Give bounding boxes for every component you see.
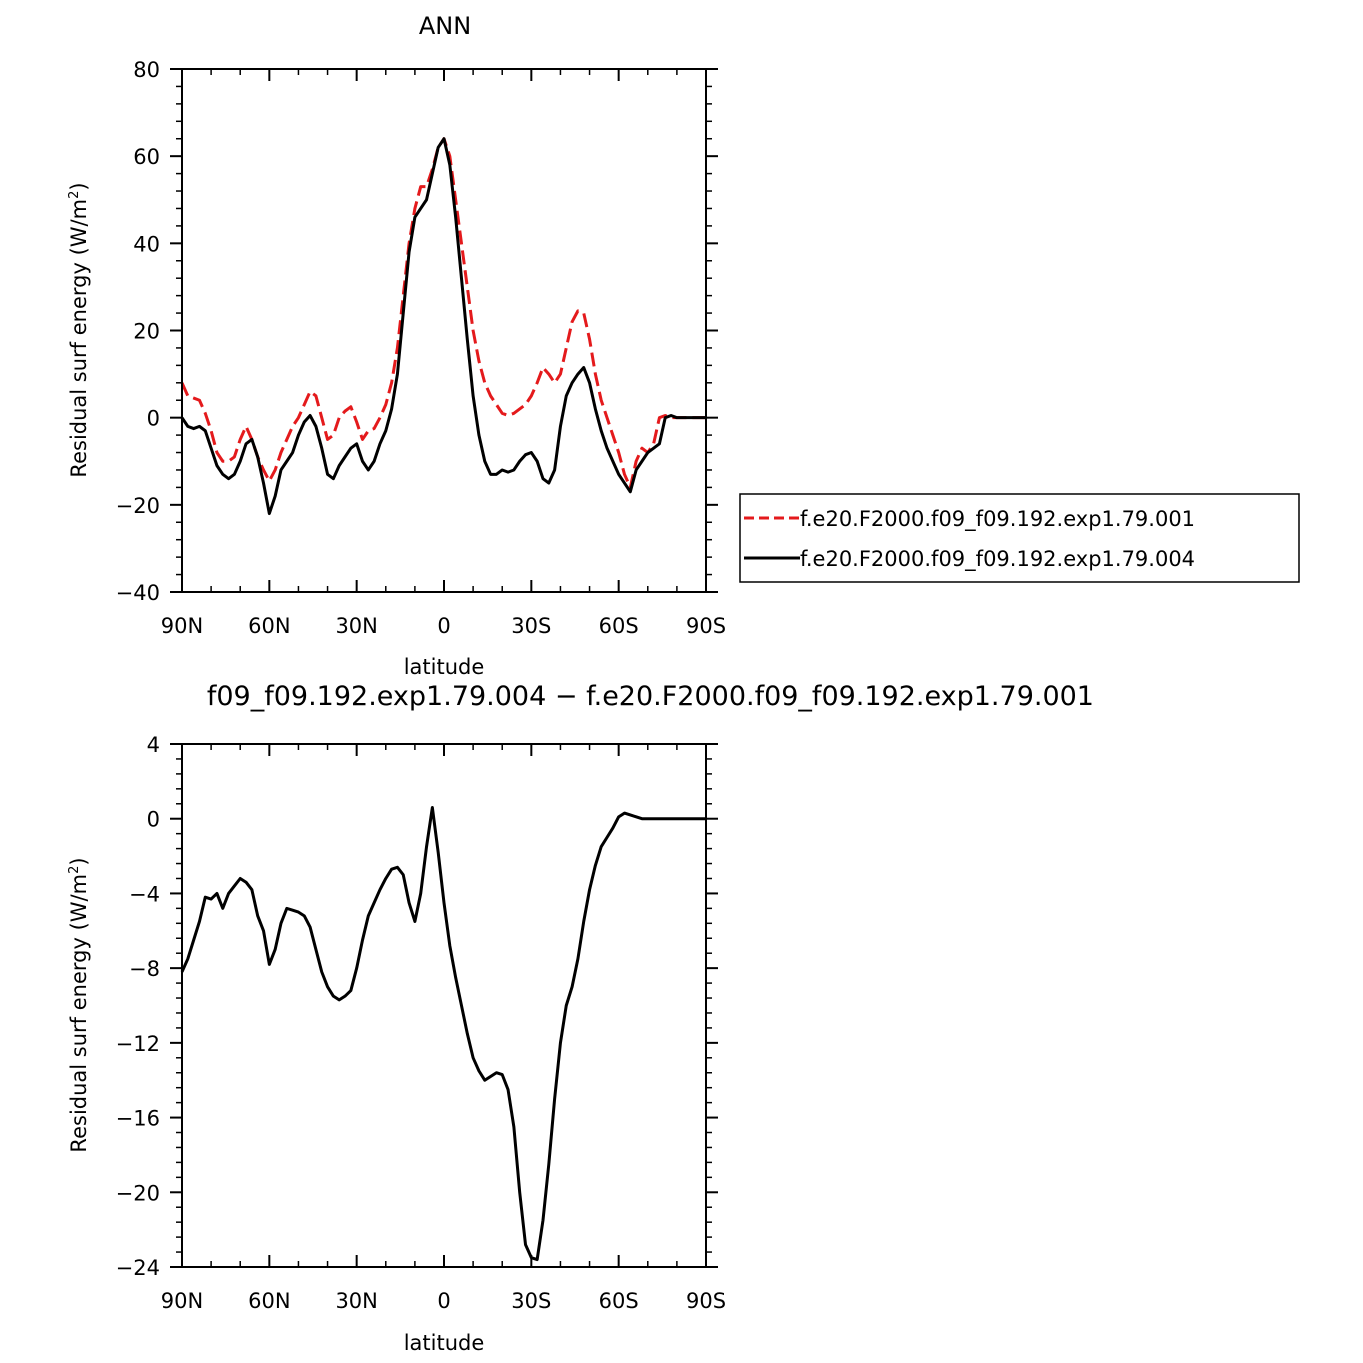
bottom-x-tick-label: 30N [335, 1289, 377, 1313]
top-y-tick-label: −20 [116, 494, 160, 518]
bottom-x-tick-label: 0 [437, 1289, 450, 1313]
top-x-tick-label: 90S [686, 614, 726, 638]
bottom-y-tick-label: −4 [129, 882, 160, 906]
top-panel: ANN 90N 60N 30N 0 30S 60S 90S −40 −20 0 20 40 60 80 l… [67, 12, 1300, 679]
bottom-y-tick-label: −8 [129, 957, 160, 981]
bottom-ticks-group: 90N 60N 30N 0 30S 60S 90S −24 −20 −16 −12 −8 −4 0 4 [116, 733, 726, 1313]
top-series-line-1 [180, 137, 706, 489]
top-chart-title: ANN [419, 12, 471, 40]
top-y-tick-label: 20 [133, 320, 160, 344]
top-y-axis-label-sup: 2 [67, 191, 82, 199]
bottom-x-tick-label: 90N [161, 1289, 203, 1313]
top-y-tick-label: 80 [133, 58, 160, 82]
bottom-chart-title: f09_f09.192.exp1.79.004 − f.e20.F2000.f0… [207, 681, 1094, 712]
bottom-x-axis-label: latitude [404, 1331, 485, 1355]
top-y-tick-label: 0 [147, 407, 160, 431]
bottom-y-tick-label: −12 [116, 1032, 160, 1056]
top-x-tick-label: 30N [335, 614, 377, 638]
top-series-group [180, 137, 706, 516]
top-series-line-2 [180, 137, 706, 516]
bottom-plot-frame [181, 743, 707, 1268]
top-x-tick-label: 30S [511, 614, 551, 638]
bottom-y-tick-label: −20 [116, 1181, 160, 1205]
bottom-x-tick-label: 90S [686, 1289, 726, 1313]
top-y-tick-label: 40 [133, 232, 160, 256]
legend-label-series-2: f.e20.F2000.f09_f09.192.exp1.79.004 [800, 547, 1195, 572]
bottom-y-axis-label-main: Residual surf energy (W/m [67, 874, 91, 1153]
bottom-y-tick-label: 0 [147, 808, 160, 832]
top-x-tick-label: 60S [599, 614, 639, 638]
top-x-tick-label: 60N [248, 614, 290, 638]
legend-box [739, 493, 1300, 583]
legend: f.e20.F2000.f09_f09.192.exp1.79.001 f.e2… [739, 493, 1300, 583]
top-ticks-group: 90N 60N 30N 0 30S 60S 90S −40 −20 0 20 40 60 80 [116, 58, 726, 638]
top-y-axis-label-end: ) [67, 182, 91, 190]
legend-label-series-1: f.e20.F2000.f09_f09.192.exp1.79.001 [800, 507, 1195, 532]
bottom-y-axis-label-sup: 2 [67, 866, 82, 874]
bottom-x-tick-label: 60N [248, 1289, 290, 1313]
bottom-panel: f09_f09.192.exp1.79.004 − f.e20.F2000.f0… [67, 681, 1094, 1355]
bottom-x-tick-label: 60S [599, 1289, 639, 1313]
bottom-series-group [180, 806, 706, 1262]
bottom-y-tick-label: 4 [147, 733, 160, 757]
top-y-axis-label: Residual surf energy (W/m2) [67, 182, 91, 477]
top-x-tick-label: 90N [161, 614, 203, 638]
bottom-y-axis-label: Residual surf energy (W/m2) [67, 857, 91, 1152]
bottom-y-tick-label: −24 [116, 1256, 160, 1280]
bottom-series-line-1 [180, 806, 706, 1262]
bottom-x-tick-label: 30S [511, 1289, 551, 1313]
top-y-axis-label-main: Residual surf energy (W/m [67, 199, 91, 478]
bottom-y-tick-label: −16 [116, 1107, 160, 1131]
top-y-tick-label: −40 [116, 581, 160, 605]
top-plot-frame [181, 68, 707, 593]
top-x-axis-label: latitude [404, 655, 485, 679]
top-x-tick-label: 0 [437, 614, 450, 638]
bottom-y-axis-label-end: ) [67, 857, 91, 865]
top-y-tick-label: 60 [133, 145, 160, 169]
